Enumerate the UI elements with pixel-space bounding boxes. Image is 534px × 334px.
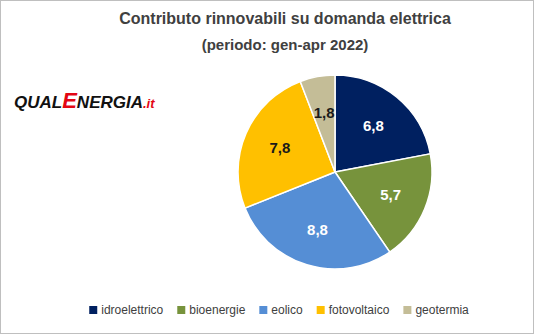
legend-swatch: [89, 306, 97, 314]
data-label: 7,8: [269, 139, 290, 156]
data-labels: 6,8 5,7 8,8 7,8 1,8: [269, 104, 401, 238]
legend-item: eolico: [259, 303, 303, 317]
legend-item: idroelettrico: [89, 303, 163, 317]
legend-label: idroelettrico: [101, 303, 163, 317]
legend-item: geotermia: [403, 303, 469, 317]
data-label: 1,8: [314, 104, 335, 121]
legend-swatch: [317, 306, 325, 314]
legend-swatch: [177, 306, 185, 314]
pie: [238, 75, 432, 269]
pie-slice: [300, 75, 335, 172]
logo: QUALENERGIA.it: [14, 88, 155, 113]
subtitle: (periodo: gen-apr 2022): [202, 36, 369, 53]
legend-label: geotermia: [415, 303, 469, 317]
legend-label: bioenergie: [189, 303, 245, 317]
legend: idroelettrico bioenergie eolico fotovoltaic…: [89, 303, 469, 317]
data-label: 6,8: [363, 117, 384, 134]
legend-swatch: [403, 306, 411, 314]
data-label: 8,8: [307, 221, 328, 238]
legend-label: fotovoltaico: [329, 303, 390, 317]
chart-frame: [1, 1, 534, 334]
title: Contributo rinnovabili su domanda elettr…: [119, 10, 451, 27]
legend-swatch: [259, 306, 267, 314]
data-label: 5,7: [380, 186, 401, 203]
legend-item: fotovoltaico: [317, 303, 390, 317]
chart: Contributo rinnovabili su domanda elettr…: [0, 0, 534, 334]
legend-item: bioenergie: [177, 303, 245, 317]
legend-label: eolico: [271, 303, 303, 317]
